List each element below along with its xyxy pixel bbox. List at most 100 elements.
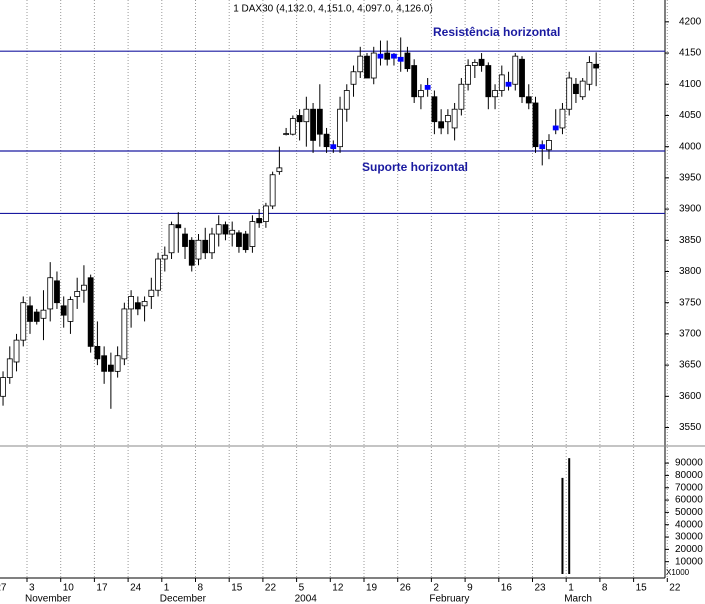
x-tick-label: 8 [602, 583, 608, 594]
candle-body [67, 299, 74, 322]
candle-body [303, 108, 310, 123]
candle-body [485, 65, 492, 98]
candle-body [33, 311, 40, 322]
candle-body [94, 345, 101, 360]
month-label: March [564, 594, 592, 604]
candle-body [438, 121, 445, 129]
candle-body [370, 52, 377, 79]
candle-body [155, 258, 161, 291]
candle-body [566, 77, 573, 110]
y-tick-label: 4050 [679, 110, 702, 121]
y-tick-label: 4000 [679, 141, 702, 152]
x-tick-label: 2 [433, 583, 439, 594]
y-tick-label: 3650 [679, 360, 702, 371]
candle-body [121, 308, 128, 360]
candle-body [283, 133, 290, 135]
candle-body [229, 229, 236, 235]
candle-body [431, 96, 438, 123]
x-tick-label: 1 [164, 583, 170, 594]
candle-body [377, 53, 384, 59]
x-tick-label: 1 [568, 583, 574, 594]
x-tick-label: 22 [669, 583, 681, 594]
y-tick-label: 4150 [679, 48, 702, 59]
x-tick-label: 12 [332, 583, 344, 594]
candle-body [13, 339, 20, 363]
candle-body [74, 291, 81, 297]
candle-body [444, 115, 451, 123]
candle-body [573, 83, 579, 95]
candle-body [478, 58, 485, 66]
candle-body [134, 302, 141, 310]
candle-body [310, 108, 316, 141]
candle-body [539, 144, 546, 150]
y-tick-label: 3700 [679, 329, 702, 340]
candle-body [323, 133, 330, 148]
candle-body [40, 309, 47, 319]
candle-body [128, 296, 135, 310]
month-label: November [25, 594, 72, 604]
candle-body [60, 305, 67, 316]
candle-body [411, 65, 418, 98]
y-tick-label: 3850 [679, 235, 702, 246]
candle-body [20, 302, 27, 341]
candle-body [289, 118, 296, 135]
candle-body [161, 254, 168, 260]
candle-body [269, 174, 276, 207]
candle-body [492, 90, 498, 98]
y-tick-label: 3750 [679, 297, 702, 308]
candle-body [579, 80, 586, 98]
candle-body [593, 63, 600, 69]
candle-body [350, 71, 357, 85]
volume-tick-label: 90000 [675, 458, 703, 469]
candle-body [546, 140, 552, 151]
candle-body [343, 90, 350, 110]
x-tick-label: 5 [299, 583, 305, 594]
candle-body [114, 355, 121, 372]
candle-body [404, 52, 411, 70]
volume-tick-label: 10000 [675, 556, 703, 567]
y-tick-label: 3800 [679, 266, 702, 277]
candle-body [397, 56, 404, 62]
candle-body [391, 53, 397, 59]
candle-body [27, 305, 33, 322]
candle-body [101, 355, 108, 372]
candle-body [54, 280, 60, 304]
x-tick-label: 15 [231, 583, 243, 594]
x-tick-label: 8 [198, 583, 204, 594]
candle-body [364, 55, 370, 79]
candle-body [498, 74, 505, 91]
volume-tick-label: 80000 [675, 470, 703, 481]
x-tick-label: 3 [29, 583, 35, 594]
candle-body [188, 239, 195, 266]
candle-body [236, 232, 242, 247]
candle-body [175, 224, 182, 229]
candle-body [525, 96, 532, 104]
candle-body [337, 108, 343, 148]
candle-body [384, 52, 391, 60]
annotation: Suporte horizontal [362, 160, 468, 174]
candle-body [458, 83, 465, 110]
volume-tick-label: 50000 [675, 507, 703, 518]
x-tick-label: 15 [636, 583, 648, 594]
candle-body [512, 55, 519, 85]
volume-bar [561, 477, 564, 574]
candle-body [107, 364, 114, 372]
candle-body [586, 62, 593, 85]
candle-body [209, 233, 215, 254]
candle-body [276, 167, 283, 173]
y-tick-label: 3600 [679, 391, 702, 402]
candle-body [471, 62, 478, 66]
x-tick-label: 16 [501, 583, 513, 594]
x-tick-label: 23 [535, 583, 547, 594]
candle-body [195, 239, 202, 260]
month-label: February [429, 594, 469, 604]
candle-body [215, 224, 222, 235]
candle-body [505, 81, 512, 87]
candle-body [451, 108, 458, 129]
y-tick-label: 4200 [679, 16, 702, 27]
candle-body [532, 102, 539, 148]
candle-body [316, 108, 323, 135]
y-tick-label: 4100 [679, 79, 702, 90]
x-tick-label: 27 [0, 583, 7, 594]
volume-tick-label: 70000 [675, 482, 703, 493]
